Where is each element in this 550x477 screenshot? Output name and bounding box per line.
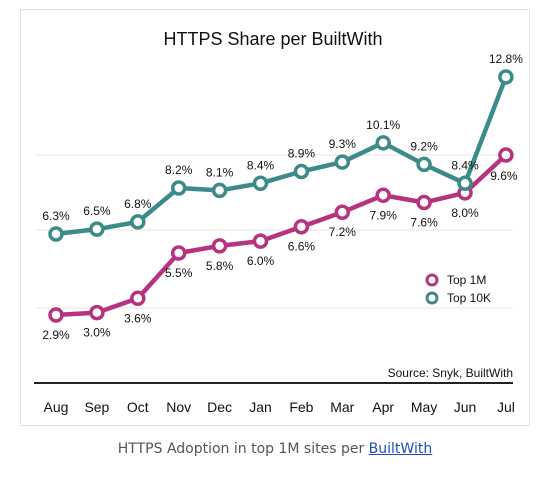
data-labels: 2.9% 3.0% 3.6% 5.5% 5.8% 6.0% 6.6% 7.2% 7.9% 7.6%… bbox=[42, 52, 523, 342]
point-top10k-mar bbox=[334, 154, 351, 170]
https-share-chart: HTTPS Share per BuiltWith 2.9% 3.0% 3.6% 5.… bbox=[34, 29, 523, 415]
point-top1m-jan bbox=[252, 233, 269, 249]
point-top1m-jul bbox=[498, 147, 514, 163]
legend-marker-top10k bbox=[425, 291, 439, 305]
legend: Top 1M Top 10K bbox=[425, 273, 491, 305]
point-top1m-apr bbox=[375, 187, 391, 204]
point-top10k-may bbox=[416, 156, 432, 173]
label-top1m-may: 7.6% bbox=[410, 216, 438, 230]
label-top10k-jun: 8.4% bbox=[451, 158, 479, 172]
point-top10k-feb bbox=[293, 163, 310, 180]
label-top10k-nov: 8.2% bbox=[165, 163, 193, 177]
x-tick-jan: Jan bbox=[249, 399, 272, 415]
data-points bbox=[48, 69, 514, 323]
label-top1m-nov: 5.5% bbox=[165, 266, 193, 280]
label-top10k-mar: 9.3% bbox=[329, 137, 357, 151]
label-top1m-jan: 6.0% bbox=[247, 254, 275, 268]
label-top1m-dec: 5.8% bbox=[206, 259, 234, 273]
label-top10k-apr: 10.1% bbox=[366, 118, 400, 132]
label-top1m-jul: 9.6% bbox=[490, 169, 518, 183]
chart-title: HTTPS Share per BuiltWith bbox=[163, 29, 382, 49]
point-top10k-jan bbox=[252, 175, 269, 192]
point-top1m-mar bbox=[334, 204, 351, 220]
label-top1m-oct: 3.6% bbox=[124, 311, 152, 325]
legend-marker-top1m bbox=[425, 273, 439, 287]
label-top1m-jun: 8.0% bbox=[451, 206, 479, 220]
point-top1m-dec bbox=[211, 238, 228, 254]
label-top10k-may: 9.2% bbox=[410, 139, 438, 153]
x-tick-sep: Sep bbox=[84, 399, 109, 415]
label-top1m-mar: 7.2% bbox=[329, 225, 357, 239]
label-top1m-aug: 2.9% bbox=[42, 328, 70, 342]
point-top10k-aug bbox=[48, 226, 64, 242]
label-top10k-dec: 8.1% bbox=[206, 165, 234, 179]
label-top10k-feb: 8.9% bbox=[288, 147, 316, 161]
caption-text: HTTPS Adoption in top 1M sites per bbox=[117, 441, 369, 457]
x-tick-oct: Oct bbox=[127, 399, 149, 415]
x-tick-dec: Dec bbox=[207, 399, 232, 415]
label-top10k-jan: 8.4% bbox=[247, 158, 275, 172]
label-top10k-oct: 6.8% bbox=[124, 197, 152, 211]
figure-caption: HTTPS Adoption in top 1M sites per Built… bbox=[0, 441, 550, 457]
label-top10k-jul: 12.8% bbox=[489, 52, 523, 66]
label-top1m-apr: 7.9% bbox=[370, 208, 398, 222]
x-tick-jul: Jul bbox=[497, 399, 515, 415]
x-tick-feb: Feb bbox=[289, 399, 313, 415]
x-tick-aug: Aug bbox=[44, 399, 69, 415]
label-top10k-aug: 6.3% bbox=[42, 209, 70, 223]
point-top1m-sep bbox=[89, 304, 105, 321]
point-top10k-apr bbox=[375, 135, 391, 151]
legend-label-top1m: Top 1M bbox=[447, 273, 486, 287]
label-top1m-feb: 6.6% bbox=[288, 240, 316, 254]
x-tick-apr: Apr bbox=[372, 399, 394, 415]
point-top1m-feb bbox=[293, 218, 310, 235]
point-top10k-jul bbox=[498, 69, 514, 85]
chart-frame bbox=[20, 9, 530, 426]
point-top10k-nov bbox=[170, 180, 187, 196]
source-note: Source: Snyk, BuiltWith bbox=[388, 366, 513, 380]
label-top10k-sep: 6.5% bbox=[83, 204, 111, 218]
point-top10k-jun bbox=[457, 175, 473, 192]
point-top10k-dec bbox=[211, 182, 228, 199]
x-tick-jun: Jun bbox=[454, 399, 477, 415]
x-tick-mar: Mar bbox=[330, 399, 354, 415]
builtwith-link[interactable]: BuiltWith bbox=[368, 441, 433, 457]
x-tick-labels: Aug Sep Oct Nov Dec Jan Feb Mar Apr May Jun Jul bbox=[44, 399, 515, 415]
point-top10k-oct bbox=[130, 214, 146, 230]
point-top1m-may bbox=[416, 194, 432, 211]
point-top1m-nov bbox=[170, 245, 187, 261]
x-tick-may: May bbox=[411, 399, 437, 415]
point-top10k-sep bbox=[89, 221, 105, 237]
label-top1m-sep: 3.0% bbox=[83, 326, 111, 340]
legend-label-top10k: Top 10K bbox=[447, 291, 491, 305]
point-top1m-aug bbox=[48, 307, 64, 323]
x-tick-nov: Nov bbox=[166, 399, 191, 415]
point-top1m-oct bbox=[130, 290, 146, 307]
